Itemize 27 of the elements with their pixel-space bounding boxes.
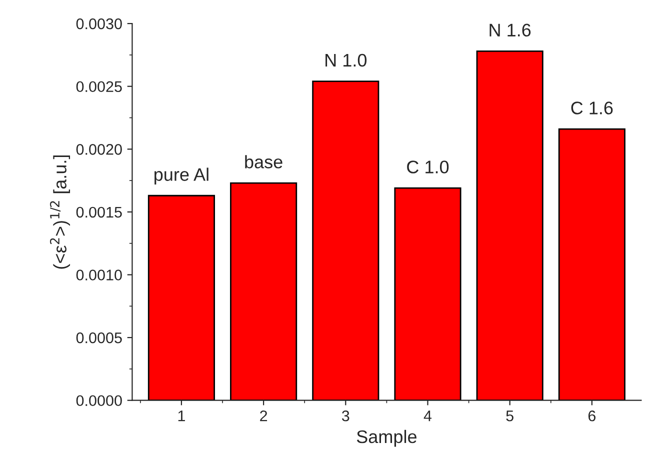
- y-tick-label: 0.0020: [76, 144, 122, 155]
- x-tick-label: 6: [588, 410, 596, 422]
- annotation: C 1.0: [407, 160, 449, 174]
- annotation: N 1.6: [490, 24, 531, 36]
- y-tick-label: 0.0000: [76, 395, 122, 406]
- x-tick-label: 1: [178, 410, 185, 422]
- y-tick-label: 0.0005: [76, 332, 122, 344]
- y-tick-label: 0.0015: [76, 206, 122, 218]
- annotation: N 1.0: [326, 54, 367, 67]
- bar: [230, 182, 298, 400]
- y-tick-label: 0.0030: [76, 18, 122, 30]
- y-tick-label: 0.0010: [76, 270, 122, 280]
- y-axis-title: (<ε$^{2}$>)$^{1/2}$ [a.u.]: [50, 156, 70, 269]
- annotation: pure Al: [154, 168, 208, 185]
- y-tick-label: 0.0025: [76, 81, 122, 92]
- x-axis-title: Sample: [356, 430, 416, 447]
- bar: [476, 50, 544, 400]
- x-tick-label: 4: [424, 410, 432, 422]
- bar: [148, 194, 215, 400]
- annotation: C 1.6: [571, 102, 613, 114]
- bar: [312, 80, 380, 400]
- x-tick-label: 5: [506, 410, 514, 422]
- x-tick-label: 3: [342, 410, 350, 422]
- annotation: base: [245, 155, 282, 168]
- x-tick-label: 2: [260, 410, 268, 422]
- bar: [558, 128, 626, 400]
- bar: [394, 187, 462, 400]
